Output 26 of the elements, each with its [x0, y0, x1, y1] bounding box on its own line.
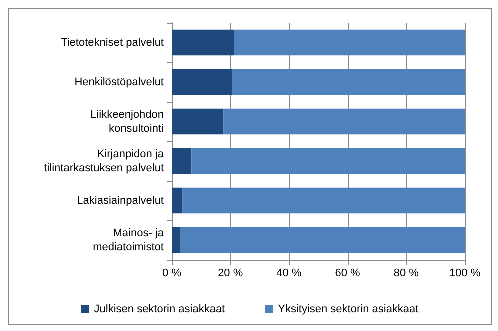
bar [172, 69, 232, 96]
bar [172, 108, 224, 135]
x-tick-label: 20 % [218, 268, 244, 280]
x-tick-label: 80 % [394, 268, 420, 280]
x-tick-label: 0 % [162, 268, 182, 280]
x-tick-label: 100 % [449, 268, 481, 280]
x-tick-label: 40 % [276, 268, 302, 280]
y-tick-label: Liikkeenjohdon konsultointi [90, 108, 164, 135]
y-tick-label: Lakiasiainpalvelut [77, 194, 164, 207]
bar [172, 188, 183, 214]
bar [192, 148, 465, 174]
y-tick-label: Tietotekniset palvelut [61, 36, 164, 49]
x-tick-label: 60 % [335, 268, 361, 280]
bar [232, 69, 465, 96]
bar [182, 188, 465, 214]
bar [234, 30, 465, 56]
y-tick-label: Mainos- ja mediatoimistot [93, 227, 165, 254]
bar [180, 227, 465, 254]
bar [172, 148, 192, 174]
y-tick-label: Kirjanpidon ja tilintarkastuksen palvelut [44, 148, 165, 174]
legend-label: Yksityisen sektorin asiakkaat [278, 304, 419, 316]
bar [172, 30, 234, 56]
y-tick-label: Henkilöstöpalvelut [74, 76, 164, 88]
bar [224, 108, 465, 135]
legend-label: Julkisen sektorin asiakkaat [94, 304, 226, 316]
bar [172, 227, 180, 254]
